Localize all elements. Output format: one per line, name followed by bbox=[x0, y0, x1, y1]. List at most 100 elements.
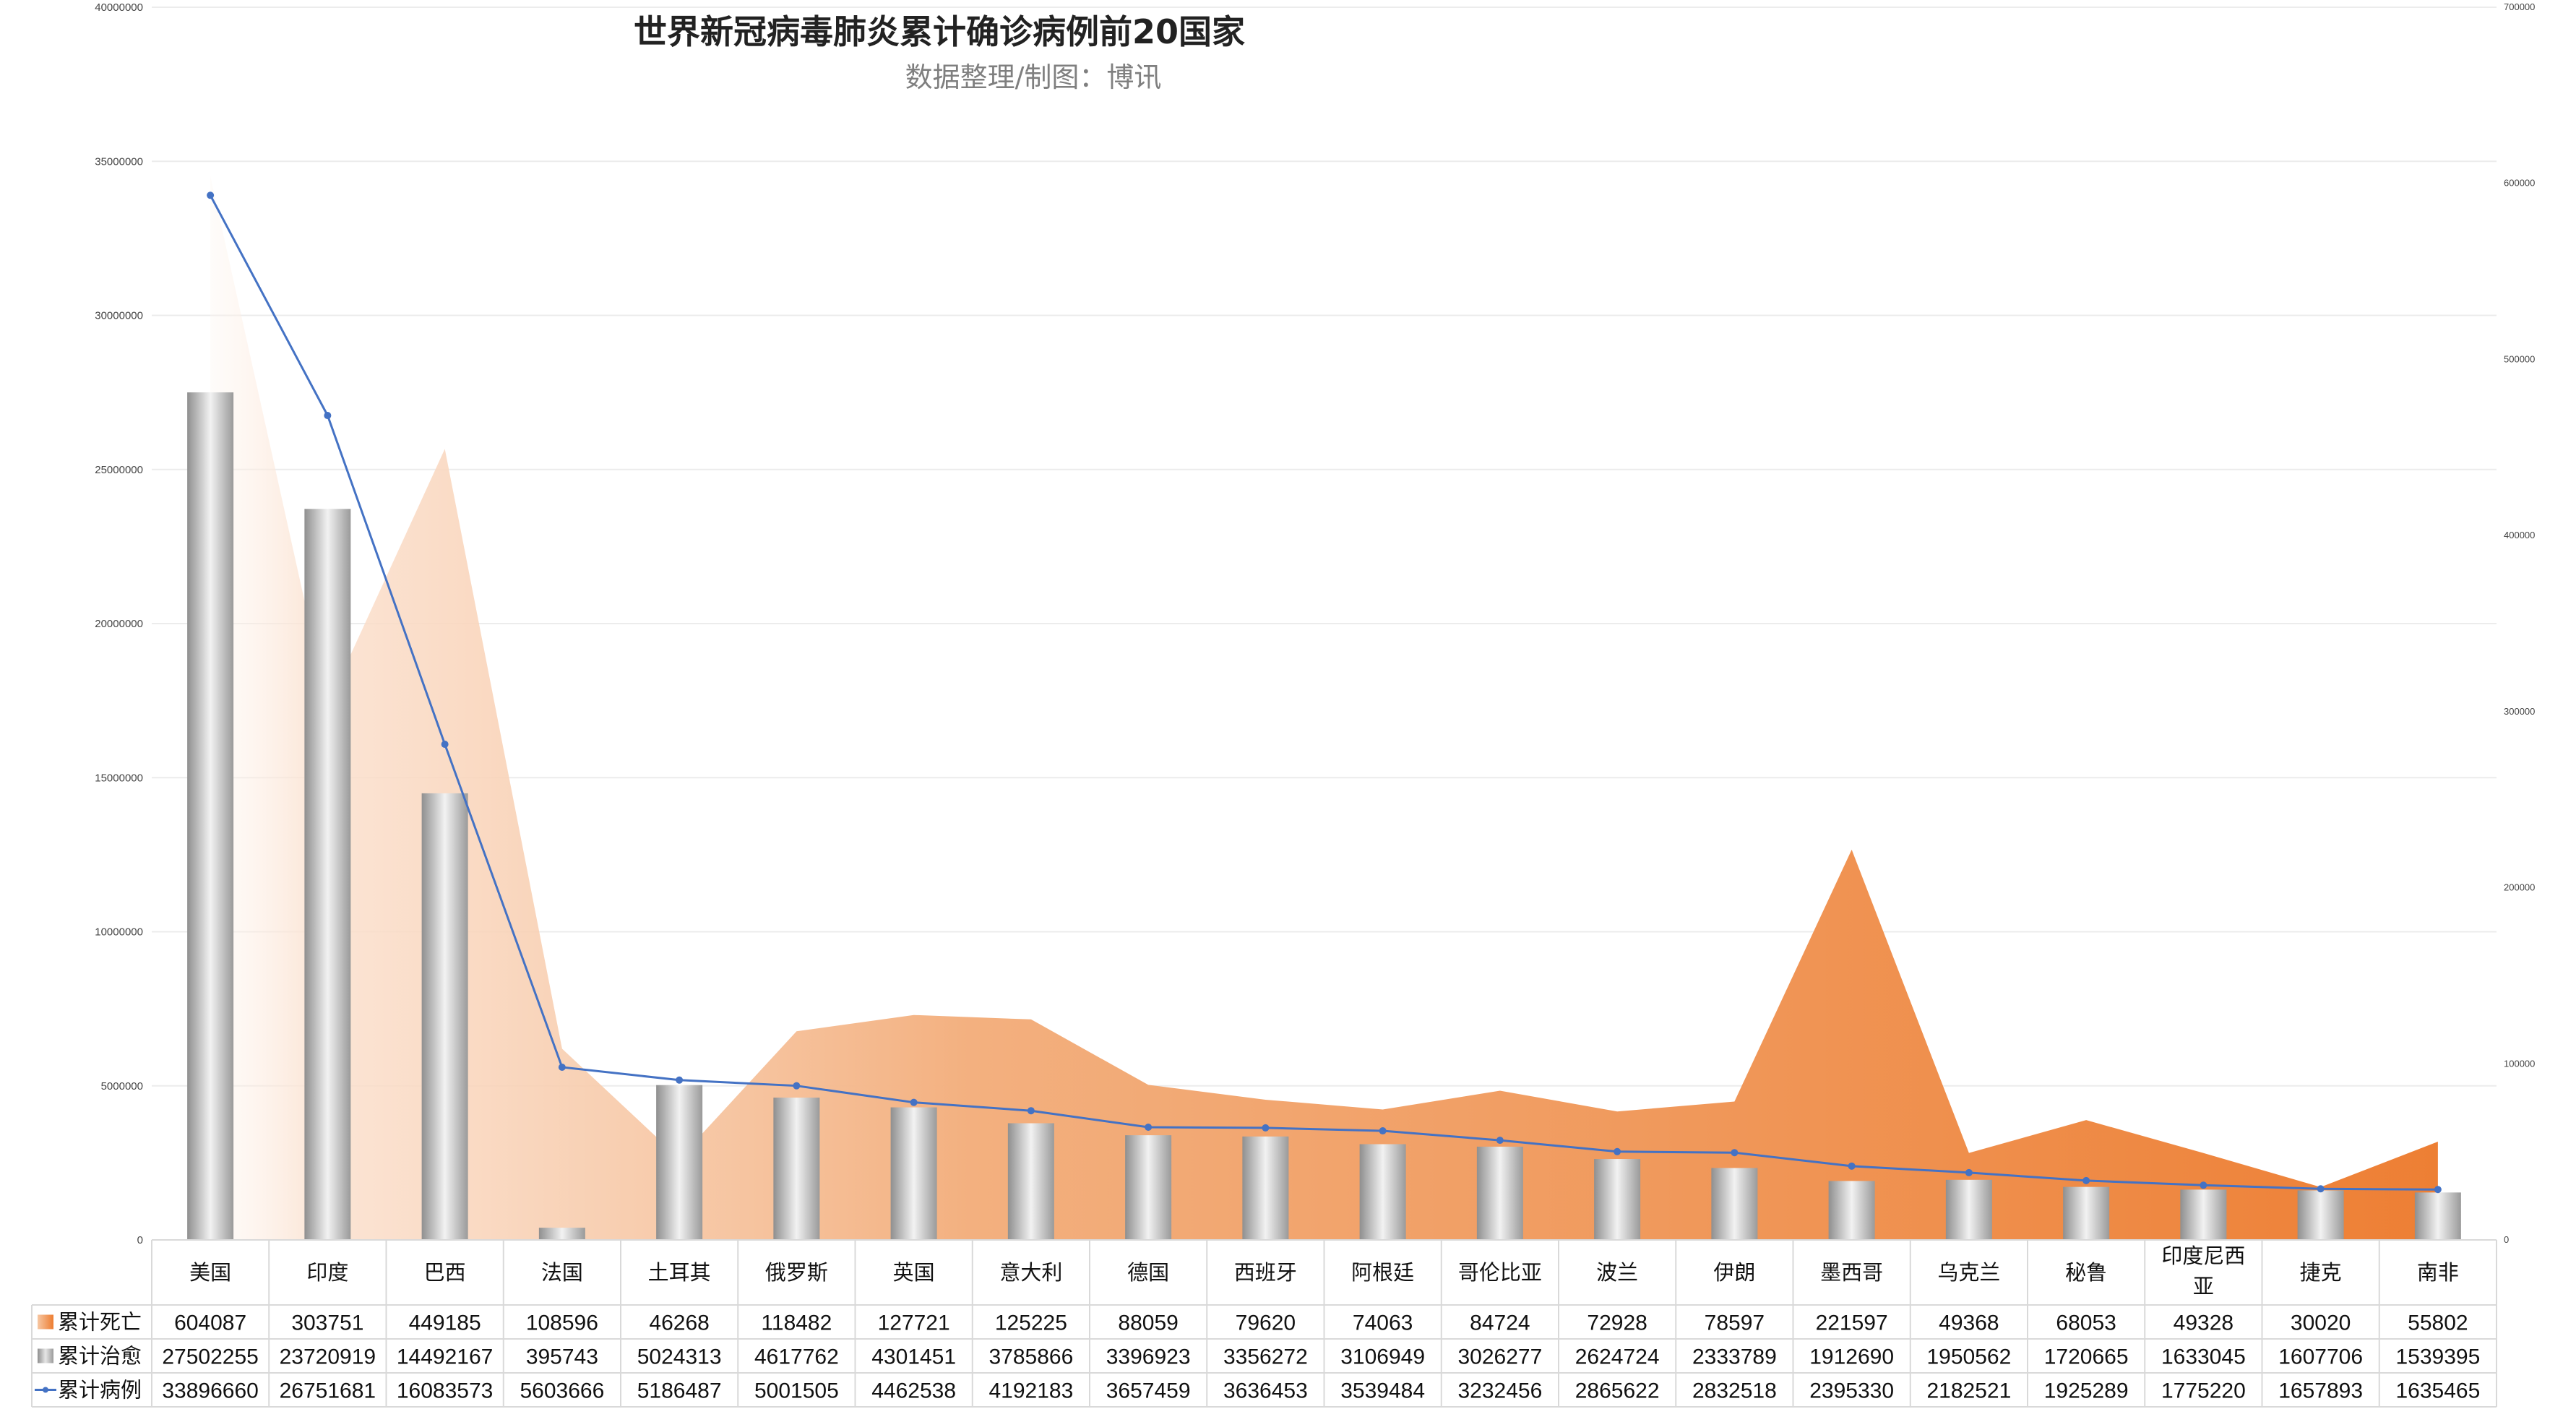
right-axis: 0 100000 200000 300000 400000 500000 600000 700… bbox=[2504, 1, 2535, 1245]
recovered-bar bbox=[2180, 1189, 2227, 1240]
recovered-bar bbox=[2063, 1186, 2110, 1240]
category-label: 哥伦比亚 bbox=[1458, 1260, 1542, 1285]
table-cell: 49368 bbox=[1939, 1311, 1999, 1335]
table-cell: 395743 bbox=[526, 1345, 598, 1369]
table-cell: 68053 bbox=[2056, 1311, 2116, 1335]
table-cell: 78597 bbox=[1705, 1311, 1765, 1335]
left-tick-label: 35000000 bbox=[95, 155, 143, 168]
table-cell: 3785866 bbox=[988, 1345, 1073, 1369]
category-label: 秘鲁 bbox=[2065, 1260, 2107, 1285]
cases-point bbox=[910, 1098, 918, 1106]
category-label: 印度 bbox=[306, 1260, 348, 1285]
category-label: 南非 bbox=[2417, 1260, 2459, 1285]
recovered-bar bbox=[1242, 1136, 1289, 1240]
table-cell: 5603666 bbox=[520, 1379, 604, 1403]
cases-point bbox=[441, 741, 449, 749]
chart-title: 世界新冠病毒肺炎累计确诊病例前20国家 bbox=[634, 12, 1245, 51]
recovered-bar bbox=[1711, 1168, 1758, 1240]
table-cell: 84724 bbox=[1470, 1311, 1530, 1335]
table-cell: 3356272 bbox=[1223, 1345, 1308, 1369]
cases-point bbox=[1145, 1124, 1153, 1132]
table-cell: 1539395 bbox=[2395, 1345, 2480, 1369]
cases-point bbox=[1262, 1124, 1270, 1132]
table-cell: 1775220 bbox=[2161, 1379, 2246, 1403]
category-label: 土耳其 bbox=[648, 1260, 711, 1285]
table-cell: 108596 bbox=[526, 1311, 598, 1335]
cases-point bbox=[1614, 1147, 1621, 1155]
table-cell: 1912690 bbox=[1809, 1345, 1894, 1369]
table-cell: 79620 bbox=[1236, 1311, 1296, 1335]
right-tick-label: 300000 bbox=[2504, 706, 2535, 717]
table-cell: 3232456 bbox=[1457, 1379, 1542, 1403]
chart-subtitle: 数据整理/制图：博讯 bbox=[905, 61, 1162, 93]
right-tick-label: 0 bbox=[2504, 1234, 2509, 1245]
recovered-bar bbox=[1828, 1181, 1875, 1240]
cases-line bbox=[209, 194, 2438, 1191]
table-cell: 604087 bbox=[174, 1311, 246, 1335]
table-cell: 33896660 bbox=[162, 1379, 258, 1403]
table-cell: 16083573 bbox=[397, 1379, 493, 1403]
table-cell: 46268 bbox=[649, 1311, 709, 1335]
recovered-bar bbox=[421, 793, 468, 1240]
table-cell: 74063 bbox=[1353, 1311, 1413, 1335]
table-cell: 4462538 bbox=[871, 1379, 956, 1403]
category-label: 俄罗斯 bbox=[765, 1260, 828, 1285]
left-tick-label: 15000000 bbox=[95, 772, 143, 784]
deaths-area bbox=[210, 176, 2438, 1241]
category-label: 阿根廷 bbox=[1351, 1260, 1414, 1285]
deaths-area-series bbox=[210, 176, 2438, 1241]
cases-point bbox=[1965, 1168, 1973, 1176]
right-tick-label: 700000 bbox=[2504, 1, 2535, 12]
table-cell: 2182521 bbox=[1926, 1379, 2011, 1403]
table-cell: 3539484 bbox=[1340, 1379, 1425, 1403]
cases-point bbox=[2434, 1186, 2442, 1194]
table-cell: 3636453 bbox=[1223, 1379, 1308, 1403]
cases-point bbox=[2317, 1185, 2325, 1193]
table-cell: 14492167 bbox=[397, 1345, 493, 1369]
table-cell: 127721 bbox=[878, 1311, 950, 1335]
right-tick-label: 400000 bbox=[2504, 530, 2535, 540]
category-label: 捷克 bbox=[2300, 1260, 2342, 1285]
recovered-bar bbox=[2297, 1190, 2344, 1240]
table-cell: 1607706 bbox=[2278, 1345, 2363, 1369]
table-cell: 1950562 bbox=[1926, 1345, 2011, 1369]
table-cell: 3106949 bbox=[1340, 1345, 1425, 1369]
category-label: 波兰 bbox=[1596, 1260, 1638, 1285]
data-table: 美国 印度 巴西 法国 土耳其 俄罗斯 英国 意大利 德国 西班牙 阿根廷 哥伦比亚 波兰 伊朗 墨西哥 乌克… bbox=[31, 1239, 2497, 1408]
right-tick-label: 100000 bbox=[2504, 1058, 2535, 1069]
legend-key-deaths bbox=[38, 1314, 53, 1330]
table-cell: 1657893 bbox=[2278, 1379, 2363, 1403]
left-tick-label: 20000000 bbox=[95, 618, 143, 630]
recovered-bar bbox=[2414, 1192, 2461, 1240]
recovered-bar-series bbox=[187, 392, 2461, 1240]
left-tick-label: 5000000 bbox=[101, 1080, 143, 1093]
table-cell: 26751681 bbox=[280, 1379, 376, 1403]
cases-line-series bbox=[207, 191, 2442, 1194]
category-label: 印度尼西 bbox=[2161, 1244, 2245, 1268]
category-label: 德国 bbox=[1127, 1260, 1169, 1285]
table-cell: 5001505 bbox=[754, 1379, 839, 1403]
recovered-bar bbox=[656, 1085, 703, 1240]
recovered-bar bbox=[1359, 1144, 1406, 1240]
table-cell: 221597 bbox=[1816, 1311, 1888, 1335]
recovered-bar bbox=[304, 509, 351, 1240]
cases-point bbox=[793, 1082, 801, 1090]
table-cell: 23720919 bbox=[280, 1345, 376, 1369]
table-cell: 303751 bbox=[291, 1311, 363, 1335]
table-cell: 49328 bbox=[2174, 1311, 2233, 1335]
cases-point bbox=[1731, 1149, 1739, 1157]
left-tick-label: 0 bbox=[137, 1234, 143, 1246]
category-label: 美国 bbox=[189, 1260, 231, 1285]
category-label: 意大利 bbox=[999, 1260, 1062, 1285]
table-cell: 118482 bbox=[761, 1311, 832, 1335]
table-cell: 449185 bbox=[409, 1311, 481, 1335]
recovered-bar bbox=[1476, 1146, 1523, 1240]
table-cell: 1925289 bbox=[2044, 1379, 2129, 1403]
left-axis: 0 5000000 10000000 15000000 20000000 25000000… bbox=[95, 1, 143, 1246]
table-cell: 1633045 bbox=[2161, 1345, 2246, 1369]
cases-point bbox=[1379, 1127, 1387, 1135]
table-cell: 3026277 bbox=[1457, 1345, 1542, 1369]
category-label: 墨西哥 bbox=[1820, 1260, 1883, 1285]
table-cell: 125225 bbox=[995, 1311, 1067, 1335]
